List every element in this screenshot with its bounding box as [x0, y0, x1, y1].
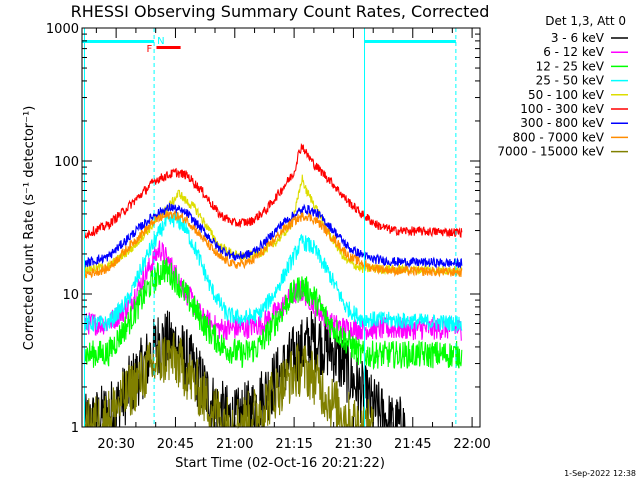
- series-line-25-50-kev: [83, 211, 463, 332]
- series-line-7000-15000-kev: [83, 332, 374, 430]
- x-tick-label: 20:30: [97, 437, 134, 452]
- y-axis-label: Corrected Count Rate (s⁻¹ detector⁻¹): [22, 106, 37, 351]
- series-line-50-100-kev: [83, 174, 463, 276]
- legend-label: 300 - 800 keV: [520, 116, 604, 130]
- y-tick-label: 100: [54, 155, 79, 170]
- series-line-6-12-kev: [83, 240, 463, 342]
- legend-label: 800 - 7000 keV: [513, 130, 605, 144]
- series-line-300-800-kev: [83, 202, 463, 269]
- night-interval-bar: [364, 40, 456, 43]
- chart-title: RHESSI Observing Summary Count Rates, Co…: [71, 2, 490, 21]
- legend-label: 25 - 50 keV: [536, 74, 605, 88]
- legend-label: 7000 - 15000 keV: [497, 145, 604, 159]
- legend-label: 6 - 12 keV: [543, 45, 605, 59]
- y-tick-label: 1000: [46, 22, 79, 37]
- y-tick-label: 1: [71, 421, 79, 436]
- series-line-800-7000-kev: [83, 210, 463, 279]
- legend-label: 50 - 100 keV: [528, 88, 605, 102]
- flare-interval-bar: [156, 46, 181, 49]
- legend-title: Det 1,3, Att 0: [545, 14, 626, 28]
- plot-layer: NF: [82, 28, 463, 430]
- night-marker-label: N: [157, 36, 164, 47]
- x-tick-label: 22:00: [453, 437, 490, 452]
- x-axis-label: Start Time (02-Oct-16 20:21:22): [175, 456, 385, 471]
- x-tick-label: 21:00: [216, 437, 253, 452]
- flare-marker-label: F: [146, 44, 152, 55]
- x-tick-label: 21:30: [335, 437, 372, 452]
- plot-frame: [81, 27, 481, 428]
- series-line-12-25-kev: [83, 258, 463, 371]
- y-tick-label: 10: [62, 288, 79, 303]
- series-line-100-300-kev: [84, 142, 463, 240]
- footer-date: 1-Sep-2022 12:38: [564, 469, 636, 478]
- legend-label: 100 - 300 keV: [520, 102, 604, 116]
- x-tick-label: 20:45: [157, 437, 194, 452]
- legend-label: 12 - 25 keV: [536, 59, 605, 73]
- night-interval-bar: [82, 40, 155, 43]
- x-tick-label: 21:15: [275, 437, 312, 452]
- legend-label: 3 - 6 keV: [551, 31, 605, 45]
- x-tick-label: 21:45: [394, 437, 431, 452]
